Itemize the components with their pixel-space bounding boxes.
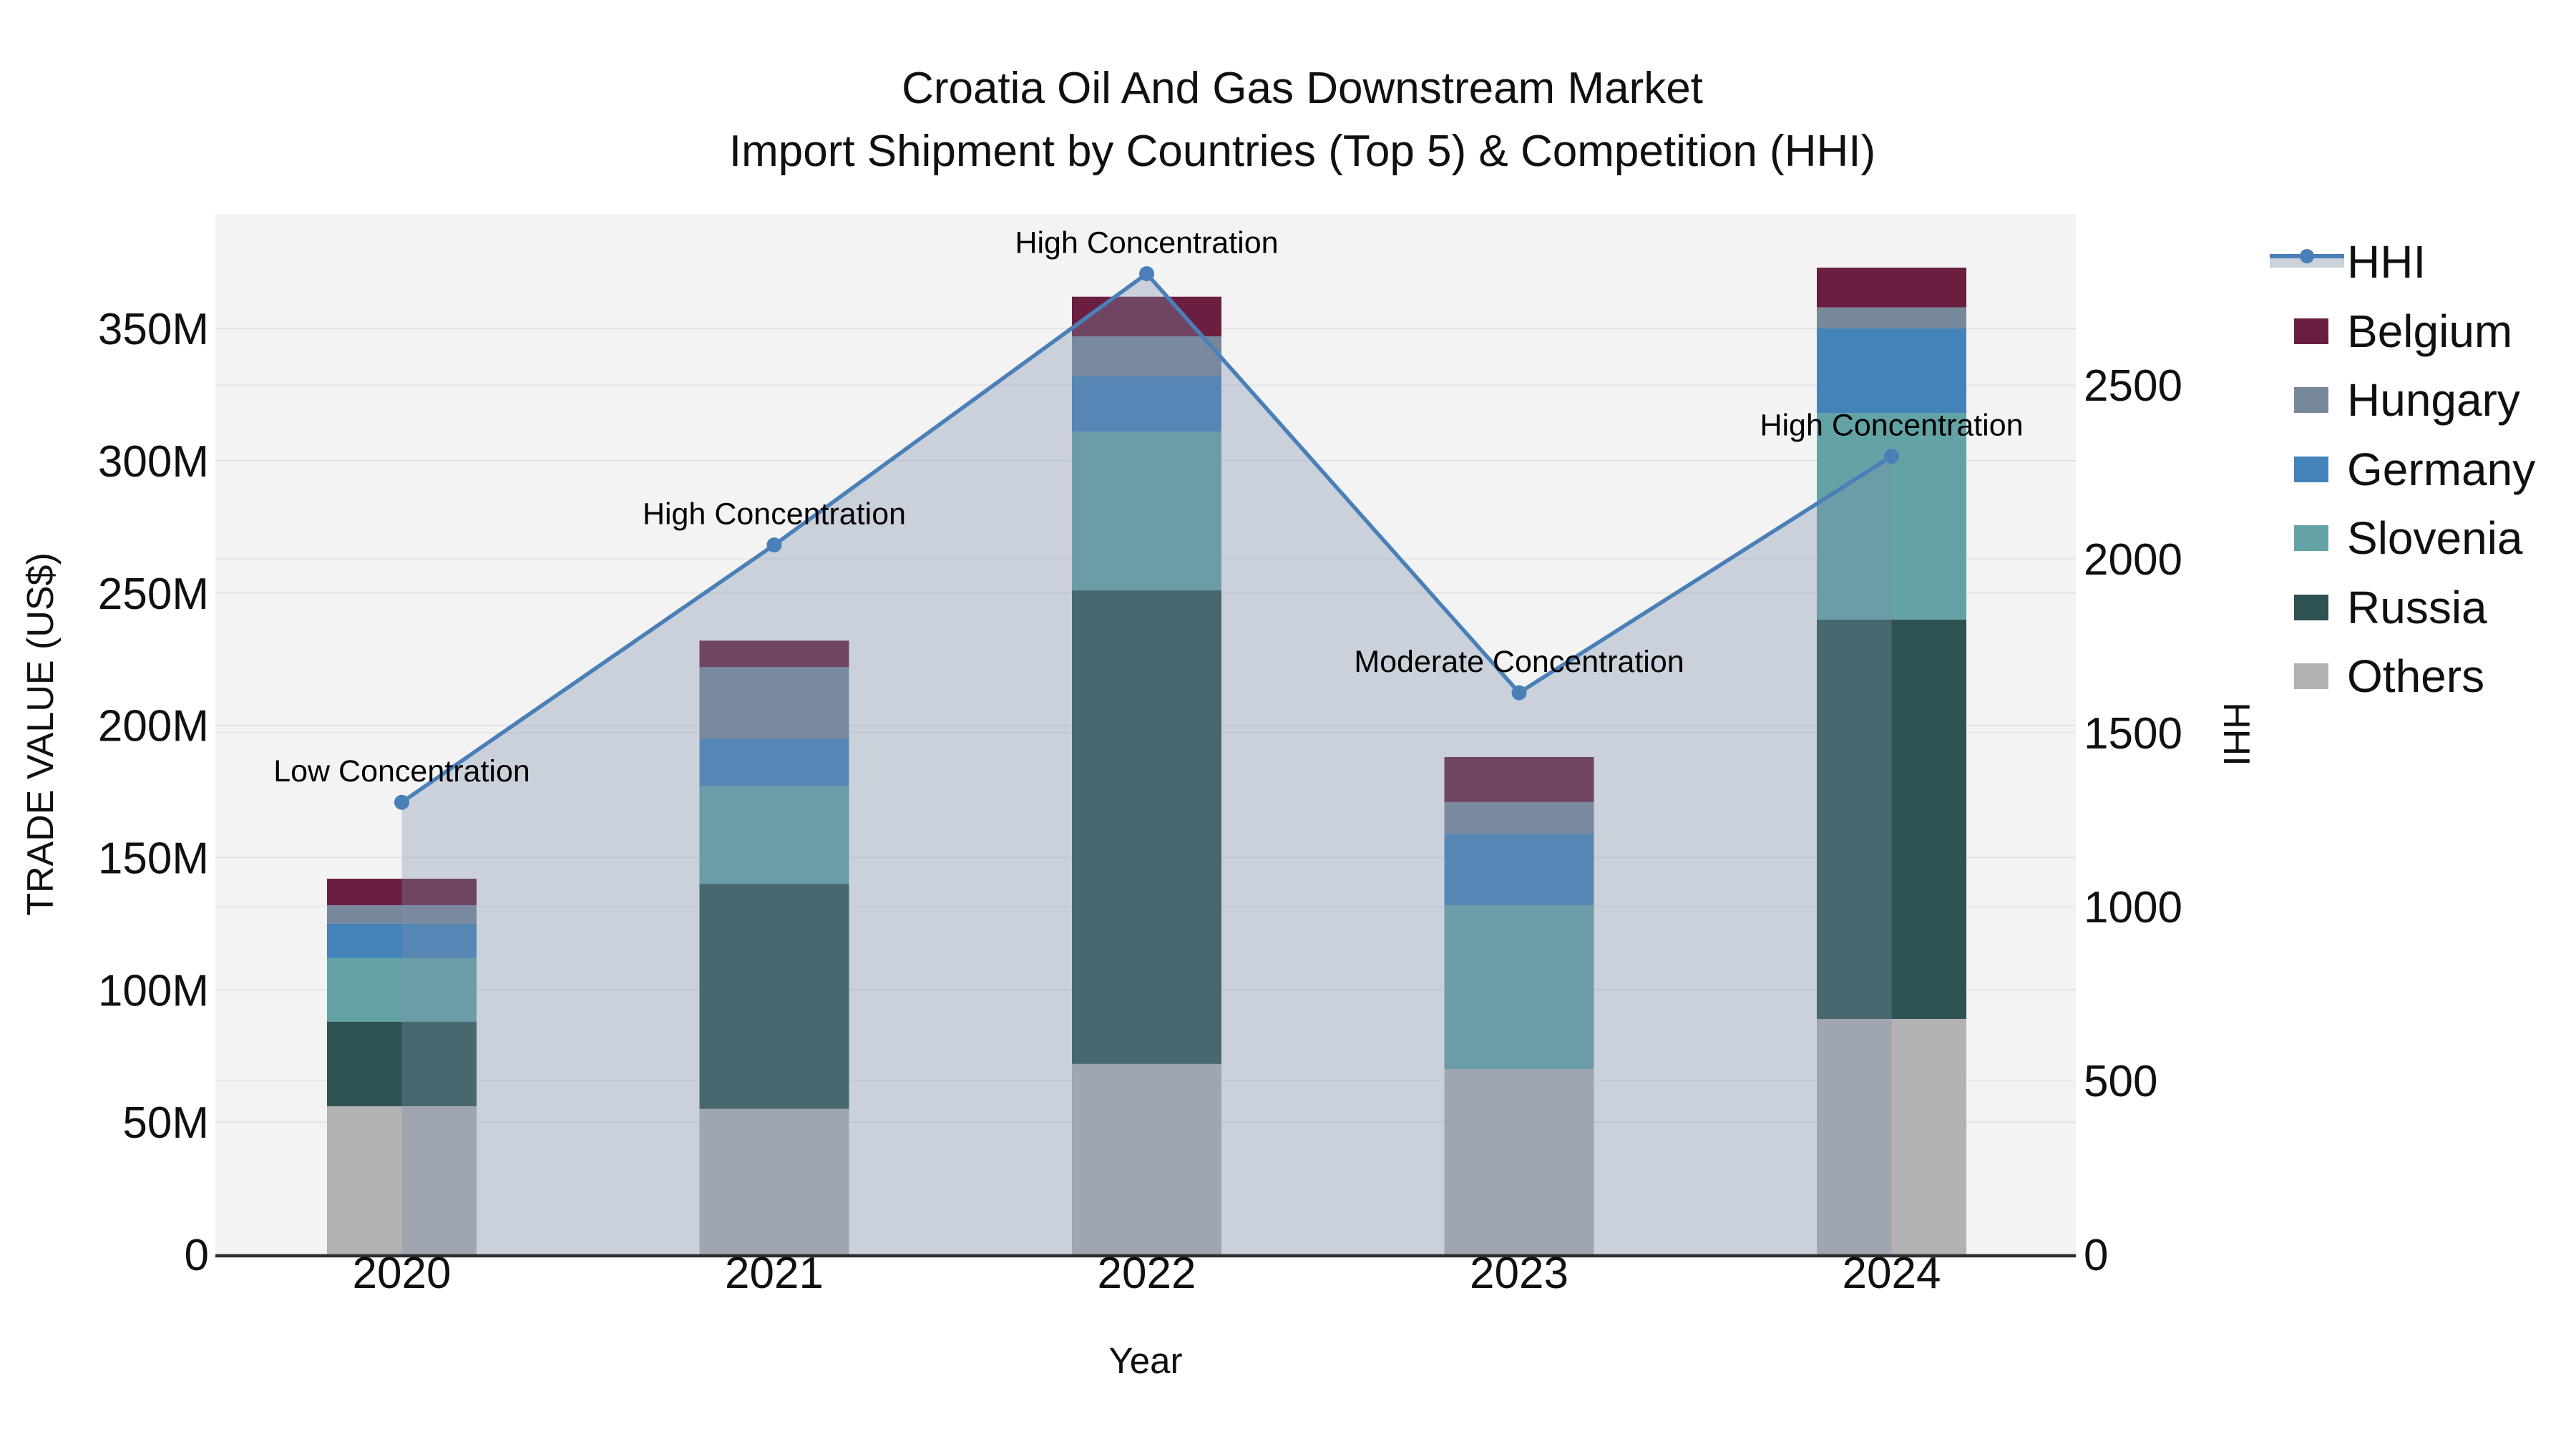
y-right-tick-1000: 1000 <box>2084 883 2182 932</box>
y-axis-right-title: HHI <box>2215 702 2257 766</box>
legend-item-others[interactable]: Others <box>2270 642 2535 711</box>
bar-segment-2023-hungary[interactable] <box>1444 801 1594 834</box>
legend-item-hhi[interactable]: HHI <box>2270 228 2535 297</box>
legend-item-germany[interactable]: Germany <box>2270 435 2535 504</box>
y-left-tick-100M: 100M <box>98 966 209 1015</box>
bar-segment-2022-slovenia[interactable] <box>1072 431 1221 591</box>
bar-segment-2024-hungary[interactable] <box>1817 307 1966 329</box>
x-tick-2022: 2022 <box>1098 1249 1196 1298</box>
y-left-tick-350M: 350M <box>98 305 209 354</box>
bar-segment-2020-germany[interactable] <box>327 923 477 958</box>
y-right-tick-0: 0 <box>2084 1231 2108 1280</box>
hhi-marker-2020[interactable] <box>394 794 409 810</box>
legend-label-belgium: Belgium <box>2347 305 2513 357</box>
bar-segment-2022-russia[interactable] <box>1072 590 1221 1064</box>
legend-item-russia[interactable]: Russia <box>2270 573 2535 643</box>
bar-segment-2024-others[interactable] <box>1817 1018 1966 1254</box>
bar-segment-2023-slovenia[interactable] <box>1444 904 1594 1070</box>
x-tick-2020: 2020 <box>353 1249 452 1298</box>
y-axis-left-title: TRADE VALUE (US$) <box>20 552 62 916</box>
legend-item-slovenia[interactable]: Slovenia <box>2270 504 2535 573</box>
annotation-2020: Low Concentration <box>273 754 530 789</box>
legend-swatch-hungary <box>2294 387 2328 414</box>
legend-label-slovenia: Slovenia <box>2347 512 2523 565</box>
bar-segment-2021-hungary[interactable] <box>699 667 849 739</box>
bar-segment-2023-belgium[interactable] <box>1444 756 1594 802</box>
bar-segment-2023-germany[interactable] <box>1444 834 1594 905</box>
legend-hhi-line-icon <box>2270 249 2344 268</box>
annotation-2024: High Concentration <box>1760 409 2023 443</box>
y-left-tick-250M: 250M <box>98 570 209 619</box>
legend-label-russia: Russia <box>2347 581 2487 633</box>
annotation-2022: High Concentration <box>1015 225 1278 260</box>
bar-segment-2024-germany[interactable] <box>1817 328 1966 414</box>
y-right-tick-1500: 1500 <box>2084 709 2182 758</box>
chart-title-line-1: Croatia Oil And Gas Downstream Market <box>902 64 1703 113</box>
annotation-2023: Moderate Concentration <box>1354 645 1684 679</box>
hhi-area-fill <box>401 273 1892 1255</box>
legend-swatch-russia <box>2294 594 2328 620</box>
x-tick-2024: 2024 <box>1843 1249 1941 1298</box>
legend-item-hungary[interactable]: Hungary <box>2270 366 2535 435</box>
y-right-tick-500: 500 <box>2084 1057 2157 1106</box>
bar-segment-2022-others[interactable] <box>1072 1063 1221 1254</box>
bar-segment-2020-belgium[interactable] <box>327 879 477 905</box>
y-left-tick-200M: 200M <box>98 702 209 751</box>
annotation-2021: High Concentration <box>643 497 906 532</box>
legend-swatch-slovenia <box>2294 525 2328 552</box>
bar-segment-2020-russia[interactable] <box>327 1021 477 1106</box>
legend-swatch-others <box>2294 663 2328 690</box>
bar-segment-2021-belgium[interactable] <box>699 640 849 668</box>
y-left-tick-50M: 50M <box>122 1098 209 1148</box>
y-left-tick-300M: 300M <box>98 437 209 487</box>
bar-segment-2021-russia[interactable] <box>699 884 849 1109</box>
legend: HHI Belgium Hungary Germany Slovenia Russia Ot… <box>2270 228 2535 711</box>
legend-label-hhi: HHI <box>2347 236 2426 288</box>
bar-segment-2024-russia[interactable] <box>1817 619 1966 1019</box>
bar-segment-2020-slovenia[interactable] <box>327 957 477 1022</box>
x-tick-2023: 2023 <box>1470 1249 1568 1298</box>
bar-segment-2021-others[interactable] <box>699 1108 849 1254</box>
y-right-tick-2000: 2000 <box>2084 535 2182 585</box>
chart-title-line-2: Import Shipment by Countries (Top 5) & C… <box>728 127 1876 176</box>
bar-segment-2020-hungary[interactable] <box>327 904 477 924</box>
bar-segment-2024-belgium[interactable] <box>1817 268 1966 308</box>
bar-segment-2021-germany[interactable] <box>699 738 849 786</box>
bar-segment-2020-others[interactable] <box>327 1106 477 1254</box>
legend-item-belgium[interactable]: Belgium <box>2270 297 2535 366</box>
y-left-tick-0: 0 <box>185 1231 209 1280</box>
bar-segment-2022-hungary[interactable] <box>1072 336 1221 376</box>
bar-segment-2023-others[interactable] <box>1444 1069 1594 1254</box>
legend-swatch-belgium <box>2294 318 2328 344</box>
hhi-marker-2024[interactable] <box>1884 449 1899 464</box>
y-left-tick-150M: 150M <box>98 834 209 883</box>
x-tick-2021: 2021 <box>725 1249 824 1298</box>
bar-segment-2024-slovenia[interactable] <box>1817 413 1966 620</box>
bar-segment-2022-germany[interactable] <box>1072 376 1221 432</box>
hhi-marker-2021[interactable] <box>766 537 782 553</box>
y-right-tick-2500: 2500 <box>2084 361 2182 411</box>
hhi-marker-2023[interactable] <box>1511 685 1527 701</box>
legend-swatch-germany <box>2294 456 2328 482</box>
hhi-marker-2022[interactable] <box>1139 265 1154 281</box>
legend-label-hungary: Hungary <box>2347 374 2520 426</box>
legend-label-others: Others <box>2347 650 2485 703</box>
bar-segment-2021-slovenia[interactable] <box>699 786 849 884</box>
legend-label-germany: Germany <box>2347 443 2536 495</box>
x-axis-title: Year <box>1108 1340 1183 1381</box>
